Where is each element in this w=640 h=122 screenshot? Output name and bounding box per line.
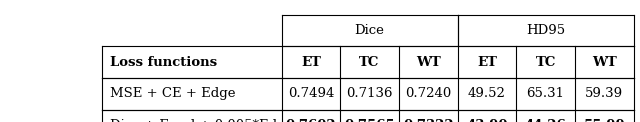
Text: 0.7494: 0.7494 [287,87,334,100]
Text: 59.39: 59.39 [585,87,623,100]
Text: 0.7322: 0.7322 [403,119,454,122]
Text: 0.7565: 0.7565 [344,119,395,122]
Text: WT: WT [416,56,440,69]
Text: Loss functions: Loss functions [110,56,217,69]
Text: ET: ET [477,56,497,69]
Text: 55.99: 55.99 [584,119,625,122]
Text: WT: WT [592,56,616,69]
Text: 44.26: 44.26 [525,119,566,122]
Text: 0.7602: 0.7602 [285,119,336,122]
Text: 0.7136: 0.7136 [346,87,393,100]
Text: 0.7240: 0.7240 [405,87,451,100]
Text: TC: TC [536,56,556,69]
Text: 65.31: 65.31 [527,87,564,100]
Text: MSE + CE + Edge: MSE + CE + Edge [110,87,236,100]
Text: 49.52: 49.52 [468,87,506,100]
Text: TC: TC [359,56,380,69]
Text: HD95: HD95 [526,24,565,37]
Text: Dice: Dice [355,24,385,37]
Text: Dice + Focal + 0.005*Edge: Dice + Focal + 0.005*Edge [110,119,294,122]
Text: 43.90: 43.90 [466,119,508,122]
Text: ET: ET [301,56,321,69]
